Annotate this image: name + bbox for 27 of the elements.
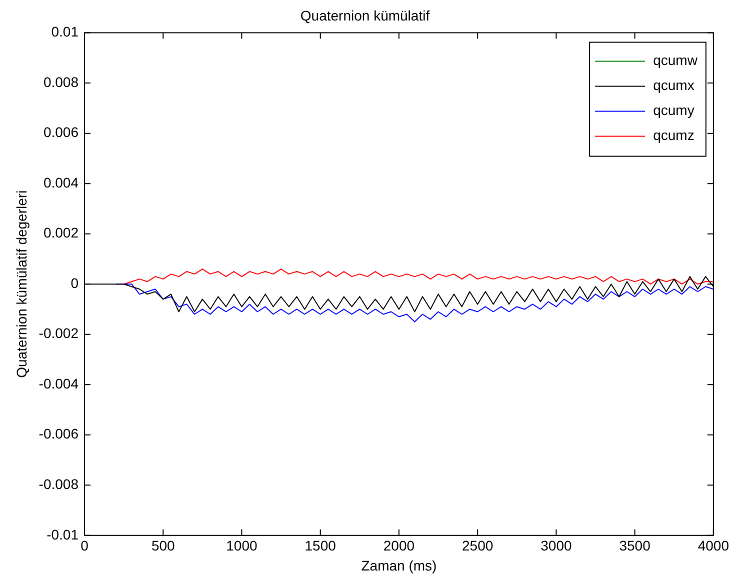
legend-label: qcumx: [653, 77, 694, 94]
x-tick-label: 3500: [619, 538, 651, 554]
x-tick-label: 0: [80, 538, 89, 554]
y-axis-title: Quaternion kümülatif degerleri: [13, 190, 30, 378]
x-tick-label: 4000: [698, 538, 730, 554]
x-tick-label: 3000: [540, 538, 572, 554]
y-tick-label: 0.006: [43, 124, 79, 140]
chart-title: Quaternion kümülatif: [300, 7, 430, 24]
x-tick-label: 1500: [304, 538, 336, 554]
y-tick-label: 0: [70, 274, 79, 291]
x-tick-label: 2000: [383, 538, 415, 554]
legend-label: qcumy: [653, 102, 694, 118]
y-tick-label: -0.008: [38, 476, 79, 492]
y-tick-label: 0.002: [43, 224, 79, 241]
y-tick-label: -0.006: [38, 426, 79, 442]
y-tick-label: 0.008: [43, 74, 79, 90]
y-tick-label: -0.004: [38, 375, 79, 392]
x-tick-label: 2500: [462, 538, 494, 554]
y-tick-label: 0.004: [43, 174, 79, 190]
x-tick-label: 1000: [226, 538, 258, 554]
x-tick-label: 500: [151, 538, 176, 554]
y-tick-label: -0.002: [38, 325, 79, 342]
y-tick-label: 0.01: [51, 24, 79, 40]
legend-label: qcumz: [653, 127, 694, 144]
legend-label: qcumw: [653, 52, 698, 68]
x-axis-title: Zaman (ms): [361, 557, 437, 574]
y-tick-label: -0.01: [46, 526, 79, 542]
